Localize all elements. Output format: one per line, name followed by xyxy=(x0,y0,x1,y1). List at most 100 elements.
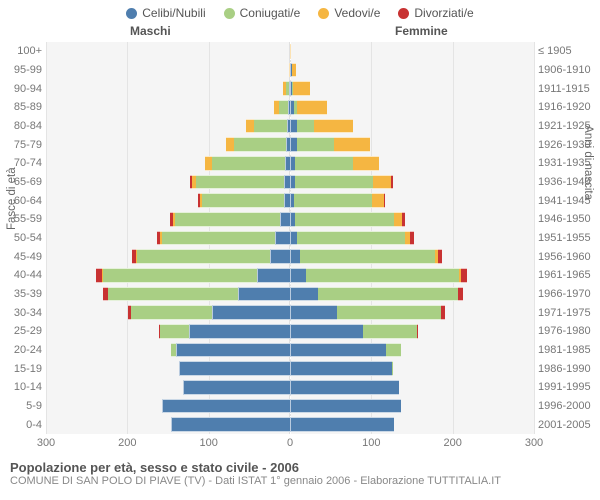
birth-year-label: 1971-1975 xyxy=(538,307,596,319)
chart-subtitle: COMUNE DI SAN POLO DI PIAVE (TV) - Dati … xyxy=(10,475,590,487)
age-row: 55-591946-1950 xyxy=(46,210,534,229)
bar-male xyxy=(274,100,290,115)
bar-female xyxy=(290,324,418,339)
birth-year-label: 1991-1995 xyxy=(538,381,596,393)
bar-segment xyxy=(391,175,393,190)
bar-segment xyxy=(175,212,281,227)
bar-male xyxy=(132,249,290,264)
age-label: 90-94 xyxy=(6,83,42,95)
bar-male xyxy=(170,212,290,227)
bar-female xyxy=(290,268,467,283)
bar-female xyxy=(290,380,399,395)
bar-segment xyxy=(137,249,270,264)
bar-segment xyxy=(103,268,258,283)
bar-segment xyxy=(171,417,290,432)
x-tick: 200 xyxy=(118,437,136,449)
bar-segment xyxy=(189,324,290,339)
birth-year-label: 1986-1990 xyxy=(538,363,596,375)
bar-segment xyxy=(384,193,386,208)
bar-segment xyxy=(297,137,334,152)
bar-segment xyxy=(196,175,284,190)
age-row: 50-541951-1955 xyxy=(46,229,534,248)
age-row: 70-741931-1935 xyxy=(46,154,534,173)
legend-swatch xyxy=(224,8,235,19)
age-label: 20-24 xyxy=(6,344,42,356)
chart-title: Popolazione per età, sesso e stato civil… xyxy=(10,460,590,475)
bar-segment xyxy=(297,100,326,115)
bar-female xyxy=(290,100,327,115)
bar-segment xyxy=(234,137,286,152)
bar-female xyxy=(290,287,463,302)
x-tick: 0 xyxy=(287,437,293,449)
age-row: 5-91996-2000 xyxy=(46,397,534,416)
bar-segment xyxy=(131,305,212,320)
bar-female xyxy=(290,156,379,171)
bar-male xyxy=(171,343,290,358)
age-row: 80-841921-1925 xyxy=(46,117,534,136)
bar-segment xyxy=(212,305,290,320)
footer: Popolazione per età, sesso e stato civil… xyxy=(0,456,600,487)
bar-segment xyxy=(353,156,379,171)
age-row: 30-341971-1975 xyxy=(46,303,534,322)
bar-male xyxy=(162,399,291,414)
age-row: 20-241981-1985 xyxy=(46,341,534,360)
bar-female xyxy=(290,137,370,152)
bar-male xyxy=(226,137,290,152)
bar-segment xyxy=(438,249,442,264)
age-label: 35-39 xyxy=(6,288,42,300)
bar-male xyxy=(205,156,290,171)
bar-segment xyxy=(254,119,287,134)
bar-female xyxy=(290,44,291,59)
bar-segment xyxy=(372,193,383,208)
plot-area: 100+≤ 190595-991906-191090-941911-191585… xyxy=(46,42,534,434)
legend-label: Divorziati/e xyxy=(414,6,473,20)
bar-segment xyxy=(417,324,418,339)
age-label: 15-19 xyxy=(6,363,42,375)
age-label: 50-54 xyxy=(6,232,42,244)
bar-segment xyxy=(334,137,370,152)
bar-segment xyxy=(108,287,238,302)
bar-segment xyxy=(246,119,254,134)
age-label: 0-4 xyxy=(6,419,42,431)
bar-male xyxy=(190,175,290,190)
bar-male xyxy=(283,81,291,96)
age-label: 30-34 xyxy=(6,307,42,319)
bar-segment xyxy=(270,249,290,264)
birth-year-label: 1921-1925 xyxy=(538,120,596,132)
bar-segment xyxy=(290,380,399,395)
bar-segment xyxy=(226,137,234,152)
bar-segment xyxy=(297,231,406,246)
birth-year-label: 1961-1965 xyxy=(538,269,596,281)
age-row: 15-191986-1990 xyxy=(46,359,534,378)
bar-segment xyxy=(297,119,315,134)
bar-segment xyxy=(290,287,318,302)
age-label: 80-84 xyxy=(6,120,42,132)
bar-female xyxy=(290,343,401,358)
legend-item: Coniugati/e xyxy=(224,6,301,20)
bar-segment xyxy=(292,63,296,78)
age-row: 65-691936-1940 xyxy=(46,173,534,192)
bar-male xyxy=(157,231,290,246)
age-row: 45-491956-1960 xyxy=(46,247,534,266)
bar-male xyxy=(183,380,290,395)
bar-female xyxy=(290,231,414,246)
bar-female xyxy=(290,175,393,190)
legend-item: Vedovi/e xyxy=(318,6,380,20)
bar-segment xyxy=(295,212,394,227)
bar-segment xyxy=(386,343,401,358)
bar-female xyxy=(290,212,405,227)
birth-year-label: 1956-1960 xyxy=(538,251,596,263)
bar-segment xyxy=(212,156,285,171)
bar-segment xyxy=(458,287,463,302)
header-female: Femmine xyxy=(395,24,448,38)
legend: Celibi/Nubili Coniugati/e Vedovi/e Divorzia… xyxy=(0,0,600,24)
age-row: 75-791926-1930 xyxy=(46,135,534,154)
bar-female xyxy=(290,249,442,264)
age-row: 10-141991-1995 xyxy=(46,378,534,397)
bar-segment xyxy=(162,399,291,414)
legend-item: Celibi/Nubili xyxy=(126,6,205,20)
age-label: 75-79 xyxy=(6,139,42,151)
gender-headers: Maschi Femmine xyxy=(0,24,600,42)
legend-swatch xyxy=(398,8,409,19)
bar-segment xyxy=(179,361,290,376)
